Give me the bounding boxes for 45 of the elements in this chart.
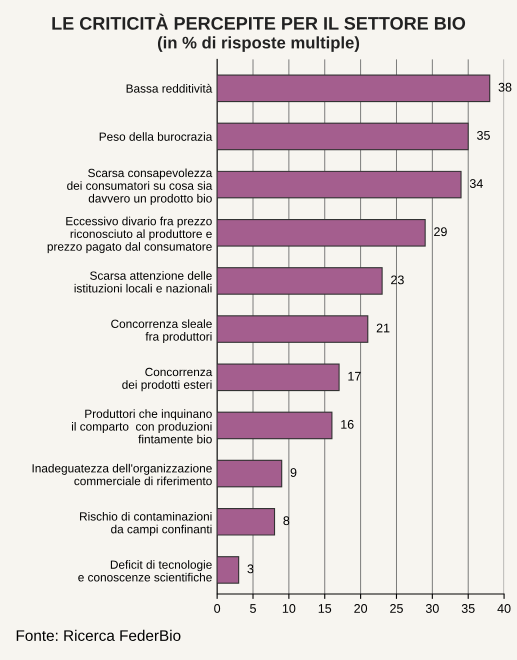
y-tick-label: Deficit di tecnologie e conoscenze scientifiche — [78, 560, 212, 582]
y-tick-label: Peso della burocrazia — [100, 132, 212, 141]
x-tick-label: 10 — [282, 604, 296, 613]
data-label: 35 — [477, 130, 490, 140]
source-note: Fonte: Ricerca FederBio — [16, 630, 180, 641]
x-tick-label: 30 — [426, 604, 439, 613]
bar — [217, 460, 282, 488]
data-label: 29 — [434, 227, 447, 236]
data-label: 34 — [470, 179, 483, 188]
bar — [217, 556, 240, 584]
y-tick-label: Scarsa attenzione delle istituzioni locali e nazionali — [74, 271, 212, 293]
y-tick-label: Scarsa consapevolezza dei consumatori su cosa sia davvero un prodotto bio — [67, 168, 212, 205]
data-label: 9 — [290, 468, 296, 477]
data-label: 8 — [283, 516, 290, 526]
bar — [217, 218, 426, 247]
x-tick-label: 40 — [497, 604, 511, 613]
x-tick-label: 25 — [390, 604, 403, 613]
data-label: 3 — [247, 564, 254, 574]
bar — [217, 170, 462, 198]
bar — [217, 508, 276, 536]
y-tick-label: Produttori che inquinano il comparto con produzioni fintamente bio — [72, 409, 212, 444]
data-label: 21 — [376, 324, 390, 332]
x-tick-label: 20 — [354, 604, 368, 613]
y-tick-label: Inadeguatezza dell'organizzazione commerciale di riferimento — [32, 464, 212, 486]
y-tick-label: Bassa redditività — [126, 84, 212, 93]
y-tick-label: Concorrenza sleale fra produttori — [111, 319, 212, 344]
bar — [217, 315, 368, 343]
data-label: 23 — [391, 275, 404, 284]
chart-subtitle: (in % di risposte multiple) — [158, 36, 360, 52]
data-label: 16 — [341, 420, 354, 429]
data-label: 17 — [348, 372, 361, 381]
y-tick-label: Rischio di contaminazioni da campi confinanti — [80, 512, 212, 536]
x-tick-label: 15 — [318, 604, 332, 613]
bar — [217, 74, 490, 102]
y-tick-label: Eccessivo divario fra prezzo riconosciuto al produttore e prezzo pagato dal consumatore — [48, 216, 212, 254]
data-label: 38 — [498, 82, 512, 92]
y-tick-label: Concorrenza dei prodotti esteri — [122, 368, 212, 392]
chart-title: LE CRITICITÀ PERCEPITE PER IL SETTORE BIO — [52, 14, 466, 30]
x-tick-label: 35 — [462, 604, 475, 613]
bar — [217, 363, 340, 392]
x-tick-label: 0 — [214, 604, 220, 613]
bar — [217, 267, 383, 295]
bar — [217, 412, 332, 440]
bar — [217, 122, 469, 150]
x-tick-label: 5 — [250, 604, 256, 613]
